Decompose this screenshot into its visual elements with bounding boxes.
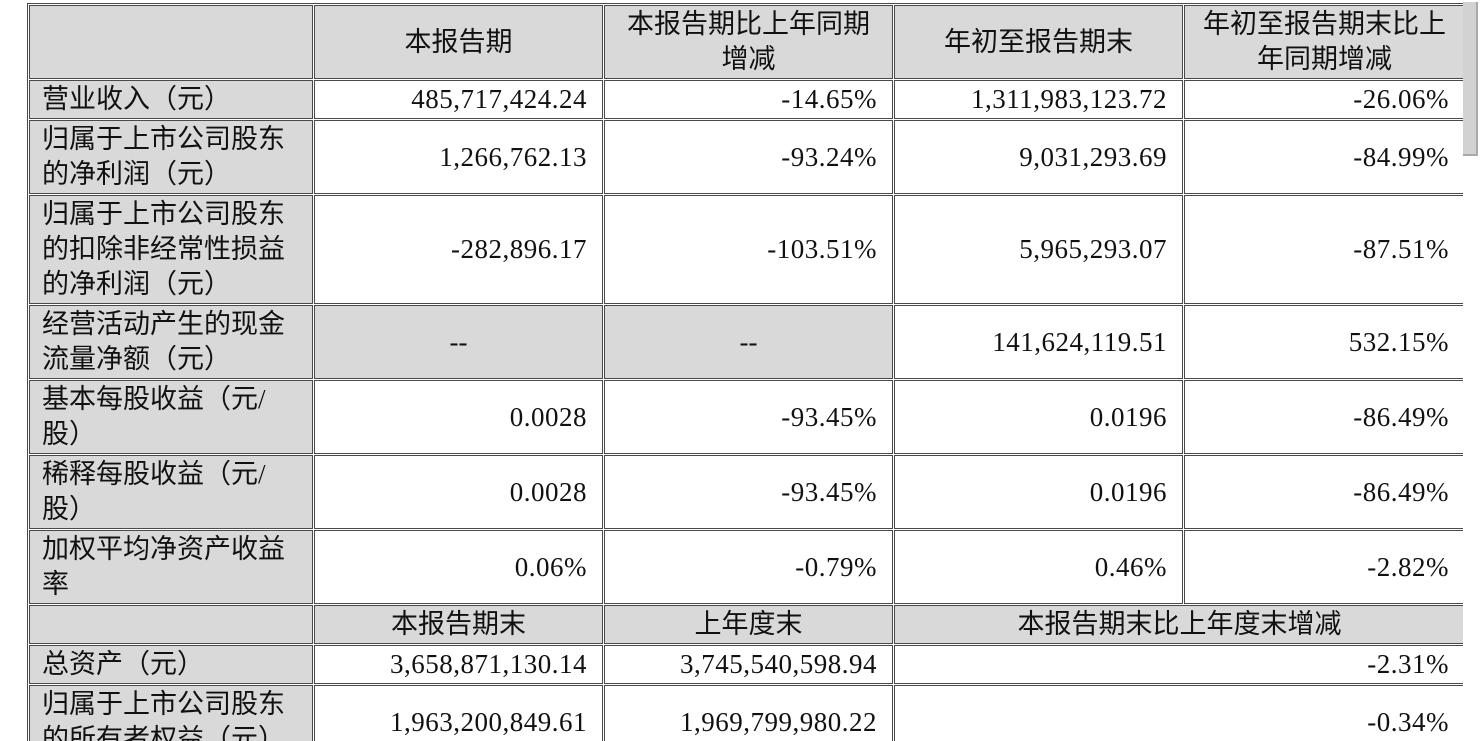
value-cell: 0.0196	[894, 455, 1183, 529]
value-cell-empty: --	[314, 305, 603, 379]
value-cell: -93.45%	[604, 455, 893, 529]
row-operating-revenue: 营业收入（元） 485,717,424.24 -14.65% 1,311,983…	[29, 80, 1465, 119]
value-cell: 1,969,799,980.22	[604, 685, 893, 741]
value-cell: 5,965,293.07	[894, 195, 1183, 304]
value-cell: 0.0028	[314, 380, 603, 454]
header-yoy-change: 本报告期比上年同期增减	[604, 5, 893, 79]
header-row-period-end: 本报告期末 上年度末 本报告期末比上年度末增减	[29, 605, 1465, 644]
value-cell: 532.15%	[1184, 305, 1465, 379]
header-ytd: 年初至报告期末	[894, 5, 1183, 79]
scrollbar-thumb[interactable]	[1463, 2, 1478, 156]
value-cell: -87.51%	[1184, 195, 1465, 304]
value-cell: -0.34%	[894, 685, 1465, 741]
value-cell: 0.46%	[894, 530, 1183, 604]
value-cell: 0.0196	[894, 380, 1183, 454]
header-ytd-yoy-change: 年初至报告期末比上年同期增减	[1184, 5, 1465, 79]
value-cell: -2.31%	[894, 645, 1465, 684]
header-current-period: 本报告期	[314, 5, 603, 79]
scrollbar-track[interactable]	[1463, 0, 1481, 741]
value-cell: -93.45%	[604, 380, 893, 454]
row-total-assets: 总资产（元） 3,658,871,130.14 3,745,540,598.94…	[29, 645, 1465, 684]
row-label: 营业收入（元）	[29, 80, 313, 119]
value-cell: -14.65%	[604, 80, 893, 119]
value-cell: -26.06%	[1184, 80, 1465, 119]
value-cell: 3,745,540,598.94	[604, 645, 893, 684]
row-weighted-avg-roe: 加权平均净资产收益率 0.06% -0.79% 0.46% -2.82%	[29, 530, 1465, 604]
header-row-period: 本报告期 本报告期比上年同期增减 年初至报告期末 年初至报告期末比上年同期增减	[29, 5, 1465, 79]
value-cell: 0.0028	[314, 455, 603, 529]
value-cell-empty: --	[604, 305, 893, 379]
value-cell: -84.99%	[1184, 120, 1465, 194]
row-label: 稀释每股收益（元/股）	[29, 455, 313, 529]
row-label: 加权平均净资产收益率	[29, 530, 313, 604]
header-period-end-change: 本报告期末比上年度末增减	[894, 605, 1465, 644]
value-cell: 141,624,119.51	[894, 305, 1183, 379]
value-cell: -93.24%	[604, 120, 893, 194]
value-cell: 0.06%	[314, 530, 603, 604]
value-cell: -86.49%	[1184, 380, 1465, 454]
row-owners-equity: 归属于上市公司股东的所有者权益（元） 1,963,200,849.61 1,96…	[29, 685, 1465, 741]
value-cell: -0.79%	[604, 530, 893, 604]
financial-summary-table: 本报告期 本报告期比上年同期增减 年初至报告期末 年初至报告期末比上年同期增减 …	[27, 3, 1467, 741]
value-cell: -2.82%	[1184, 530, 1465, 604]
value-cell: -86.49%	[1184, 455, 1465, 529]
value-cell: 1,311,983,123.72	[894, 80, 1183, 119]
row-label: 归属于上市公司股东的扣除非经常性损益的净利润（元）	[29, 195, 313, 304]
row-label: 经营活动产生的现金流量净额（元）	[29, 305, 313, 379]
value-cell: 1,963,200,849.61	[314, 685, 603, 741]
header-empty-cell	[29, 5, 313, 79]
row-label: 归属于上市公司股东的净利润（元）	[29, 120, 313, 194]
value-cell: -282,896.17	[314, 195, 603, 304]
value-cell: 1,266,762.13	[314, 120, 603, 194]
row-label: 归属于上市公司股东的所有者权益（元）	[29, 685, 313, 741]
value-cell: 3,658,871,130.14	[314, 645, 603, 684]
header-prior-year-end: 上年度末	[604, 605, 893, 644]
value-cell: 485,717,424.24	[314, 80, 603, 119]
row-net-profit: 归属于上市公司股东的净利润（元） 1,266,762.13 -93.24% 9,…	[29, 120, 1465, 194]
value-cell: -103.51%	[604, 195, 893, 304]
row-net-profit-excl-nonrecurring: 归属于上市公司股东的扣除非经常性损益的净利润（元） -282,896.17 -1…	[29, 195, 1465, 304]
row-basic-eps: 基本每股收益（元/股） 0.0028 -93.45% 0.0196 -86.49…	[29, 380, 1465, 454]
value-cell: 9,031,293.69	[894, 120, 1183, 194]
header-period-end: 本报告期末	[314, 605, 603, 644]
row-label: 总资产（元）	[29, 645, 313, 684]
row-diluted-eps: 稀释每股收益（元/股） 0.0028 -93.45% 0.0196 -86.49…	[29, 455, 1465, 529]
header-empty-cell	[29, 605, 313, 644]
row-operating-cash-flow: 经营活动产生的现金流量净额（元） -- -- 141,624,119.51 53…	[29, 305, 1465, 379]
row-label: 基本每股收益（元/股）	[29, 380, 313, 454]
